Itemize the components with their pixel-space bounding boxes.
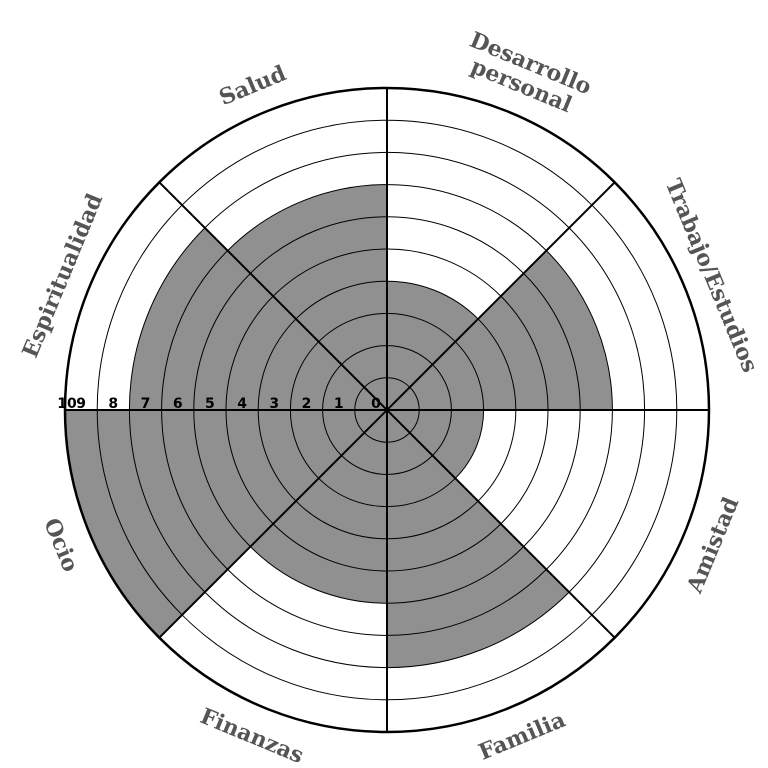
spoke-3	[158, 181, 616, 639]
ring-numbers-layer: 0 1 2 3 4 5 6 7 8 910	[57, 396, 381, 412]
sector-familia	[387, 410, 570, 668]
sector-espiritualidad	[129, 227, 387, 410]
ring-number-6: 6	[173, 396, 183, 412]
category-label-text: Ocio	[38, 514, 83, 575]
ring-number-8: 8	[108, 396, 118, 412]
category-label-text: Trabajo/Estudios	[660, 175, 763, 376]
category-label-text: Amistad	[681, 494, 744, 598]
ring-number-5: 5	[205, 396, 215, 412]
ring-number-2: 2	[302, 396, 312, 412]
ring-number-10: 10	[57, 396, 77, 412]
sector-ocio	[65, 410, 387, 638]
category-label-text: Finanzas	[196, 703, 307, 768]
sector-trabajo-estudios	[387, 250, 613, 410]
ring-number-1: 1	[334, 396, 344, 412]
sector-amistad	[387, 410, 484, 479]
ring-number-9: 9	[76, 396, 86, 412]
sector-salud	[227, 184, 387, 410]
ring-number-4: 4	[237, 396, 247, 412]
category-label-finanzas: Finanzas	[196, 703, 307, 768]
category-label-amistad: Amistad	[681, 494, 744, 598]
sectors-layer	[65, 184, 613, 668]
spokes-layer	[65, 88, 709, 732]
category-label-ocio: Ocio	[38, 514, 83, 575]
category-label-salud: Salud	[215, 60, 290, 111]
ring-number-0: 0	[371, 396, 381, 412]
category-label-trabajo-estudios: Trabajo/Estudios	[660, 175, 763, 376]
sector-desarrollo-personal	[387, 281, 479, 410]
sector-finanzas	[250, 410, 387, 604]
ring-number-3: 3	[269, 396, 279, 412]
category-label-text: Salud	[215, 60, 290, 111]
ring-number-7: 7	[141, 396, 151, 412]
